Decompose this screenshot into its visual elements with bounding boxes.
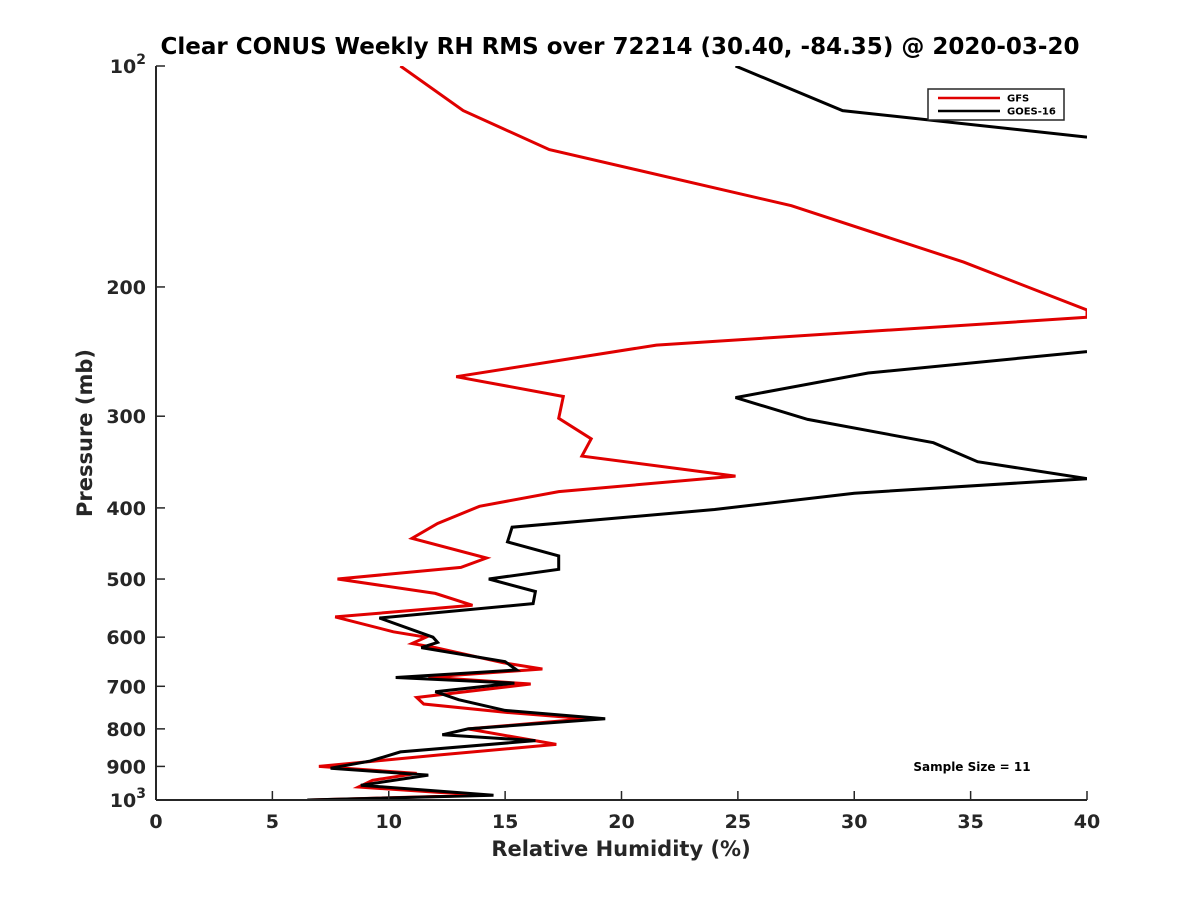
x-tick-label: 5 xyxy=(266,811,279,833)
y-tick-label: 900 xyxy=(106,756,146,778)
y-tick-label: 400 xyxy=(106,498,146,520)
x-tick-label: 15 xyxy=(492,811,518,833)
chart-title: Clear CONUS Weekly RH RMS over 72214 (30… xyxy=(161,34,1080,60)
x-tick-label: 25 xyxy=(725,811,751,833)
x-tick-label: 30 xyxy=(841,811,867,833)
y-axis-label: Pressure (mb) xyxy=(73,349,97,517)
sample-size-annotation: Sample Size = 11 xyxy=(913,760,1030,774)
y-tick-base: 10 xyxy=(110,790,136,812)
y-tick-label: 500 xyxy=(106,569,146,591)
y-tick-exponent: 3 xyxy=(136,786,146,802)
x-axis-label: Relative Humidity (%) xyxy=(491,837,750,861)
y-tick-base: 10 xyxy=(110,56,136,78)
y-tick-label: 800 xyxy=(106,719,146,741)
x-ticks: 0 5 10 15 20 25 30 35 40 xyxy=(149,791,1100,833)
y-tick-label: 102 xyxy=(110,52,146,78)
y-tick-label: 103 xyxy=(110,786,146,812)
x-tick-label: 10 xyxy=(376,811,402,833)
x-tick-label: 40 xyxy=(1074,811,1100,833)
y-tick-label: 200 xyxy=(106,277,146,299)
y-tick-label: 300 xyxy=(106,406,146,428)
series-layer xyxy=(307,66,1087,800)
legend: GFS GOES-16 xyxy=(927,88,1065,121)
y-tick-exponent: 2 xyxy=(136,52,146,68)
legend-box xyxy=(927,88,1065,121)
x-tick-label: 0 xyxy=(149,811,162,833)
x-tick-label: 35 xyxy=(957,811,983,833)
series-line-goes-16 xyxy=(307,66,1087,800)
x-tick-label: 20 xyxy=(608,811,634,833)
y-tick-label: 600 xyxy=(106,627,146,649)
y-tick-label: 700 xyxy=(106,676,146,698)
legend-label-gfs: GFS xyxy=(1007,94,1029,105)
legend-label-goes16: GOES-16 xyxy=(1007,107,1056,118)
